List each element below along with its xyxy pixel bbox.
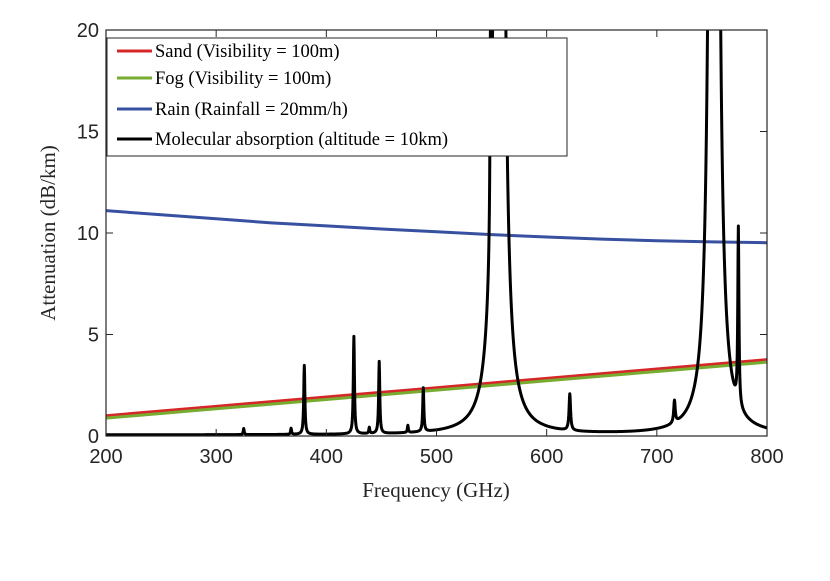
- x-tick-label: 600: [530, 446, 563, 468]
- x-tick-label: 300: [199, 446, 232, 468]
- legend-box: [106, 37, 568, 157]
- legend-label-molecular: Molecular absorption (altitude = 10km): [155, 130, 448, 150]
- legend-label-fog: Fog (Visibility = 100m): [155, 69, 331, 89]
- x-tick-label: 200: [89, 446, 122, 468]
- y-tick-label: 0: [88, 426, 99, 448]
- y-axis-title: Attenuation (dB/km): [36, 145, 60, 321]
- x-tick-label: 800: [750, 446, 783, 468]
- x-axis-title: Frequency (GHz): [362, 478, 510, 502]
- legend-label-rain: Rain (Rainfall = 20mm/h): [155, 100, 348, 120]
- x-tick-label: 400: [310, 446, 343, 468]
- y-tick-label: 15: [77, 122, 99, 144]
- x-tick-label: 500: [420, 446, 453, 468]
- tick-layer: 200 300 400 500 600 700 800 0 5 10 15 20: [77, 20, 784, 468]
- x-tick-label: 700: [640, 446, 673, 468]
- y-tick-label: 10: [77, 223, 99, 245]
- y-tick-label: 5: [88, 325, 99, 347]
- legend-label-sand: Sand (Visibility = 100m): [155, 42, 340, 62]
- legend: Sand (Visibility = 100m) Fog (Visibility…: [106, 37, 568, 157]
- series-line-rain: [106, 209, 767, 245]
- series-line-fog: [106, 360, 767, 420]
- series-line-sand: [106, 358, 767, 418]
- y-tick-label: 20: [77, 20, 99, 42]
